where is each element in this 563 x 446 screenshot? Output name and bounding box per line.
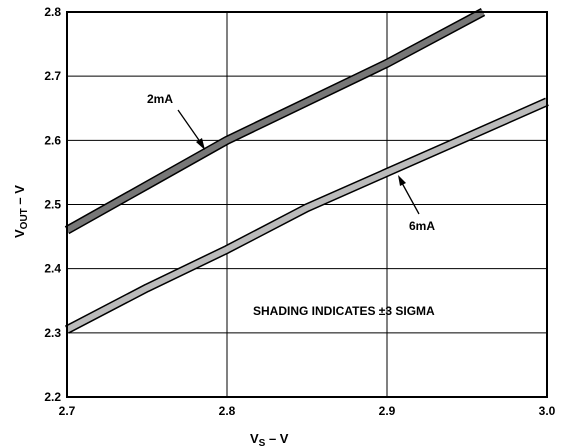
arrow-2mA <box>177 109 205 150</box>
y-tick-label: 2.3 <box>44 326 61 340</box>
series-line-6mA <box>65 99 549 333</box>
x-tick-label: 2.8 <box>219 404 236 418</box>
x-axis-title: VS – V <box>250 431 289 446</box>
y-tick-label: 2.6 <box>44 133 61 147</box>
series-layer <box>64 8 549 334</box>
y-tick-label: 2.7 <box>44 69 61 83</box>
x-tick-label: 2.9 <box>379 404 396 418</box>
series-label-2mA: 2mA <box>147 92 173 106</box>
shading-annotation: SHADING INDICATES ±3 SIGMA <box>253 304 435 318</box>
plot-area-frame <box>66 11 548 398</box>
tick-labels: 2.7 2.8 2.9 3.0 2.2 2.3 2.4 2.5 2.6 2.7 2.8 <box>44 5 555 418</box>
x-tick-label: 3.0 <box>539 404 556 418</box>
series-line-2mA <box>65 9 485 233</box>
y-axis-title: VOUT – V <box>12 185 30 238</box>
series-label-6mA: 6mA <box>409 219 435 233</box>
y-tick-label: 2.4 <box>44 262 61 276</box>
x-tick-label: 2.7 <box>59 404 76 418</box>
y-tick-label: 2.2 <box>44 390 61 404</box>
arrow-6mA <box>398 175 420 215</box>
y-tick-label: 2.5 <box>44 198 61 212</box>
y-tick-label: 2.8 <box>44 5 61 19</box>
